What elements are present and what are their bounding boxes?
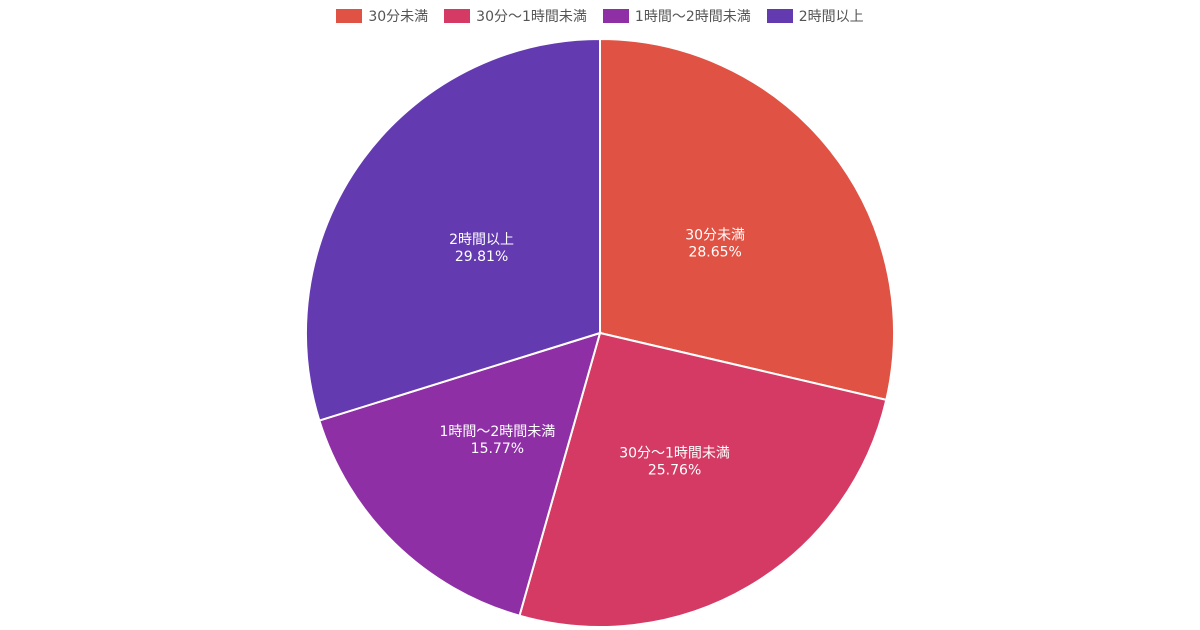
legend-swatch <box>444 9 471 23</box>
legend-item[interactable]: 30分未満 <box>336 6 428 26</box>
legend-item[interactable]: 2時間以上 <box>766 6 864 26</box>
legend-label: 2時間以上 <box>798 9 864 25</box>
legend-label: 30分未満 <box>368 9 429 25</box>
pie-slice[interactable] <box>599 37 895 402</box>
legend-label: 1時間〜2時間未満 <box>634 9 751 25</box>
slice-value-label: 28.65% <box>688 245 741 261</box>
legend-item[interactable]: 1時間〜2時間未満 <box>602 6 751 26</box>
slice-category-label: 30分〜1時間未満 <box>619 446 730 462</box>
slice-category-label: 2時間以上 <box>449 232 514 248</box>
slice-category-label: 30分未満 <box>685 228 745 244</box>
slice-value-label: 25.76% <box>648 463 701 479</box>
legend-swatch <box>766 9 793 23</box>
legend-item[interactable]: 30分〜1時間未満 <box>444 6 587 26</box>
pie-slice[interactable] <box>305 37 601 422</box>
legend-label: 30分〜1時間未満 <box>476 9 587 25</box>
slice-value-label: 29.81% <box>455 249 508 265</box>
legend-swatch <box>602 9 629 23</box>
slice-category-label: 1時間〜2時間未満 <box>439 424 555 440</box>
slice-value-label: 15.77% <box>471 441 524 457</box>
legend-swatch <box>336 9 363 23</box>
pie-slice[interactable] <box>318 331 602 617</box>
pie-slice[interactable] <box>518 331 888 628</box>
chart-legend: 30分未満 30分〜1時間未満 1時間〜2時間未満 2時間以上 <box>0 6 1200 26</box>
